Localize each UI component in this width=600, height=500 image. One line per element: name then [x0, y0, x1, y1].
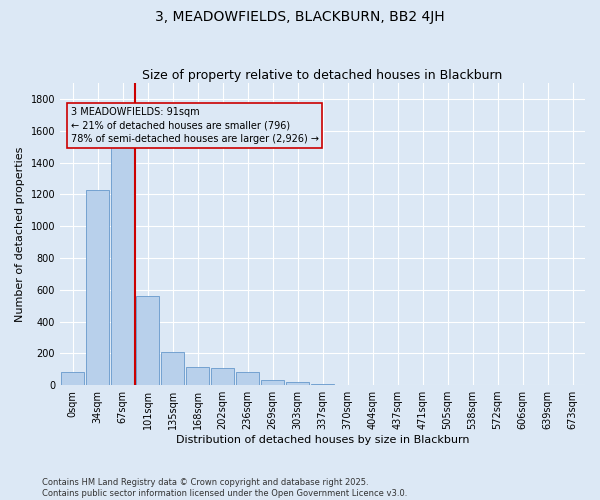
Text: Contains HM Land Registry data © Crown copyright and database right 2025.
Contai: Contains HM Land Registry data © Crown c… [42, 478, 407, 498]
Bar [260, 380, 284, 385]
Title: Size of property relative to detached houses in Blackburn: Size of property relative to detached ho… [142, 69, 503, 82]
Bar [136, 296, 160, 385]
Bar [236, 372, 259, 385]
Text: 3 MEADOWFIELDS: 91sqm
← 21% of detached houses are smaller (796)
78% of semi-det: 3 MEADOWFIELDS: 91sqm ← 21% of detached … [71, 108, 319, 144]
Bar [161, 352, 184, 385]
Bar [110, 142, 134, 385]
Bar [311, 384, 334, 385]
X-axis label: Distribution of detached houses by size in Blackburn: Distribution of detached houses by size … [176, 435, 469, 445]
Bar [86, 190, 109, 385]
Y-axis label: Number of detached properties: Number of detached properties [15, 146, 25, 322]
Bar [185, 367, 209, 385]
Text: 3, MEADOWFIELDS, BLACKBURN, BB2 4JH: 3, MEADOWFIELDS, BLACKBURN, BB2 4JH [155, 10, 445, 24]
Bar [286, 382, 310, 385]
Bar [61, 372, 85, 385]
Bar [211, 368, 235, 385]
